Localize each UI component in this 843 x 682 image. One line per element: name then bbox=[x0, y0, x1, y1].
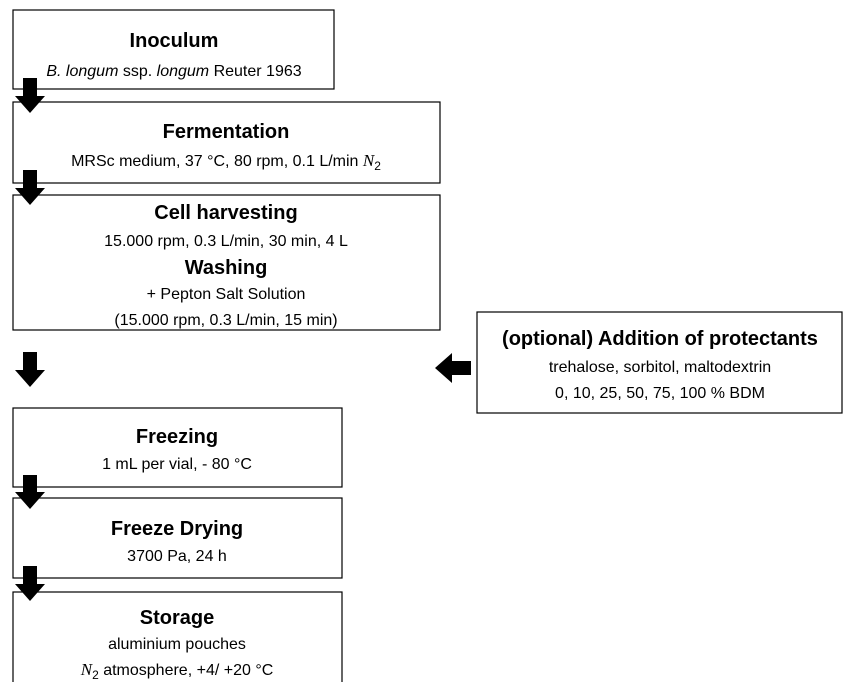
box-title: Storage bbox=[140, 607, 214, 629]
arrow-down bbox=[15, 475, 45, 509]
box-line: aluminium pouches bbox=[108, 636, 246, 653]
box-title: Washing bbox=[185, 257, 268, 279]
arrow-down bbox=[15, 78, 45, 113]
box-line: N2 atmosphere, +4/ +20 °C bbox=[80, 660, 274, 682]
text-segment: B. longum bbox=[46, 63, 118, 80]
text-segment: MRSc medium, 37 °C, 80 rpm, 0.1 L/min bbox=[71, 153, 363, 170]
box bbox=[476, 311, 843, 414]
text-segment: N bbox=[362, 151, 376, 170]
box-line: 0, 10, 25, 50, 75, 100 % BDM bbox=[555, 385, 765, 402]
arrow-down bbox=[15, 170, 45, 205]
text-segment: 2 bbox=[374, 159, 381, 173]
box bbox=[12, 9, 335, 90]
box bbox=[12, 497, 343, 579]
arrow-down bbox=[15, 352, 45, 387]
box-line: 1 mL per vial, - 80 °C bbox=[102, 456, 252, 473]
box bbox=[12, 407, 343, 488]
box-line: B. longum ssp. longum Reuter 1963 bbox=[46, 63, 301, 80]
text-segment: ssp. bbox=[118, 63, 156, 80]
box-line: 3700 Pa, 24 h bbox=[127, 548, 227, 565]
box-line: + Pepton Salt Solution bbox=[147, 286, 306, 303]
box-title: Freezing bbox=[136, 426, 218, 448]
box-line: 15.000 rpm, 0.3 L/min, 30 min, 4 L bbox=[104, 233, 348, 250]
box-title: Freeze Drying bbox=[111, 518, 243, 540]
box-line: MRSc medium, 37 °C, 80 rpm, 0.1 L/min N2 bbox=[71, 151, 381, 173]
box-line: (15.000 rpm, 0.3 L/min, 15 min) bbox=[114, 312, 337, 329]
box bbox=[12, 591, 343, 682]
text-segment: atmosphere, +4/ +20 °C bbox=[99, 662, 274, 679]
box-title: Inoculum bbox=[130, 30, 219, 52]
box bbox=[12, 194, 441, 331]
box-line: trehalose, sorbitol, maltodextrin bbox=[549, 359, 771, 376]
arrow-left bbox=[435, 353, 471, 383]
box bbox=[12, 101, 441, 184]
box-title: Fermentation bbox=[163, 121, 290, 143]
text-segment: 2 bbox=[92, 668, 99, 682]
box-title: (optional) Addition of protectants bbox=[502, 328, 818, 350]
text-segment: N bbox=[80, 660, 94, 679]
box-title: Cell harvesting bbox=[154, 202, 297, 224]
text-segment: Reuter 1963 bbox=[209, 63, 302, 80]
arrow-down bbox=[15, 566, 45, 601]
text-segment: longum bbox=[157, 63, 209, 80]
